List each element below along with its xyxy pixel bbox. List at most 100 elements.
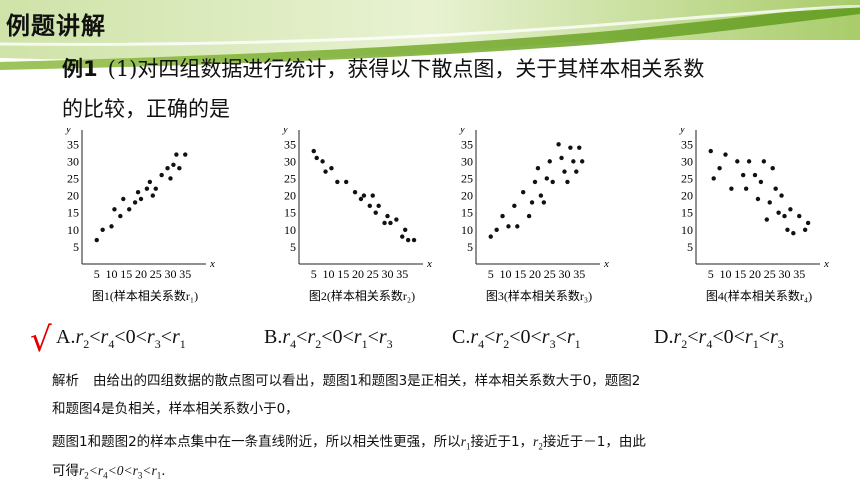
scatter-point <box>323 169 328 174</box>
scatter-point <box>729 186 734 191</box>
scatter-point <box>770 166 775 171</box>
scatter-point <box>121 196 126 202</box>
scatter-point <box>132 200 138 205</box>
x-tick-label: 5 <box>488 267 494 281</box>
y-tick-label: 30 <box>681 154 693 168</box>
x-tick-label: 15 <box>734 267 746 281</box>
scatter-point <box>556 142 561 147</box>
x-tick-label: 30 <box>559 267 571 281</box>
answer-options: √ A.r2<r4<0<r3<r1 B.r4<r2<0<r1<r3 C.r4<r… <box>30 320 860 360</box>
figure-caption: 图2(样本相关系数r₂) <box>309 288 415 303</box>
scatter-point <box>512 203 517 209</box>
scatter-point <box>559 155 564 161</box>
figure-caption: 图1(样本相关系数r₁) <box>92 288 198 303</box>
scatter-point <box>127 207 132 212</box>
x-tick-label: 25 <box>544 267 556 281</box>
solution-tag: 解析 <box>52 373 79 389</box>
scatter-point <box>177 166 182 171</box>
scatter-point <box>168 176 173 181</box>
scatter-point <box>571 159 576 164</box>
y-tick-label: 5 <box>467 240 473 254</box>
scatter-point <box>752 172 758 178</box>
y-tick-label: 25 <box>67 171 79 185</box>
scatter-point <box>320 159 325 164</box>
scatter-point <box>708 148 713 154</box>
y-axis-label: y <box>65 128 71 135</box>
x-tick-label: 15 <box>120 267 132 281</box>
scatter-point <box>361 193 367 198</box>
scatter-point <box>109 224 114 229</box>
y-tick-label: 10 <box>67 223 79 237</box>
scatter-point <box>135 189 141 195</box>
scatter-point <box>779 193 784 198</box>
scatter-point <box>382 220 387 226</box>
scatter-point <box>541 200 547 205</box>
x-tick-label: 35 <box>573 267 585 281</box>
y-tick-label: 20 <box>67 189 79 203</box>
scatter-point <box>773 186 778 191</box>
y-axis-label: y <box>282 128 288 135</box>
scatter-point <box>735 159 740 164</box>
scatter-point <box>802 227 808 232</box>
scatter-point <box>329 166 334 171</box>
x-tick-label: 20 <box>749 267 761 281</box>
scatter-point <box>562 169 567 174</box>
scatter-point <box>159 172 164 178</box>
scatter-plot-1: y x 35 30 25 20 15 10 5 5 10 15 20 25 30 35 图1(样本相关系数r₁) <box>58 123 238 312</box>
y-tick-label: 20 <box>461 189 473 203</box>
x-tick-label: 35 <box>793 267 805 281</box>
scatter-point <box>565 179 570 185</box>
y-tick-label: 25 <box>284 171 296 185</box>
option-b[interactable]: B.r4<r2<0<r1<r3 <box>264 326 393 351</box>
scatter-point <box>805 220 811 226</box>
option-c[interactable]: C.r4<r2<0<r3<r1 <box>452 326 581 351</box>
y-tick-label: 10 <box>681 223 693 237</box>
scatter-point <box>373 210 378 215</box>
x-tick-label: 20 <box>135 267 147 281</box>
scatter-point <box>314 155 319 161</box>
scatter-point <box>788 207 793 212</box>
scatter-point <box>488 234 493 239</box>
x-axis-label: x <box>603 258 609 270</box>
y-tick-label: 25 <box>461 171 473 185</box>
y-tick-label: 15 <box>461 206 473 220</box>
scatter-point <box>741 172 746 178</box>
question-line-1: 例1 (1)对四组数据进行统计，获得以下散点图，关于其样本相关系数 <box>62 54 704 84</box>
correct-check-icon: √ <box>30 320 52 360</box>
y-tick-label: 5 <box>687 240 693 254</box>
scatter-point <box>764 217 769 222</box>
scatter-point <box>574 169 579 174</box>
scatter-point <box>183 152 188 157</box>
x-tick-label: 10 <box>500 267 512 281</box>
y-tick-label: 35 <box>67 137 79 151</box>
option-d[interactable]: D.r2<r4<0<r1<r3 <box>654 326 784 351</box>
y-tick-label: 30 <box>67 154 79 168</box>
scatter-plot-3: y x 35 30 25 20 15 10 5 5 10 15 20 25 30 35 图3(样本相关系数r₃) <box>452 123 632 312</box>
slide-title: 例题讲解 <box>6 12 106 40</box>
scatter-point <box>743 186 749 191</box>
solution-line-2: 和题图4是负相关，样本相关系数小于0， <box>52 401 299 417</box>
option-a[interactable]: A.r2<r4<0<r3<r1 <box>56 326 186 351</box>
x-tick-label: 10 <box>106 267 118 281</box>
scatter-point <box>388 220 393 226</box>
scatter-point <box>403 227 408 232</box>
y-tick-label: 10 <box>284 223 296 237</box>
scatter-point <box>526 213 532 219</box>
scatter-point <box>171 162 176 167</box>
x-axis-label: x <box>426 258 432 270</box>
y-tick-label: 35 <box>461 137 473 151</box>
scatter-point <box>711 176 716 181</box>
scatter-point <box>532 179 538 185</box>
x-tick-label: 30 <box>165 267 177 281</box>
y-tick-label: 30 <box>461 154 473 168</box>
scatter-point <box>118 213 123 219</box>
scatter-point <box>521 189 526 195</box>
x-tick-label: 25 <box>764 267 776 281</box>
scatter-point <box>94 237 99 243</box>
scatter-point <box>723 152 728 157</box>
scatter-point <box>376 203 381 209</box>
x-tick-label: 5 <box>311 267 317 281</box>
scatter-point <box>535 166 541 171</box>
scatter-point <box>776 210 781 215</box>
example-label: 例1 <box>62 57 98 81</box>
